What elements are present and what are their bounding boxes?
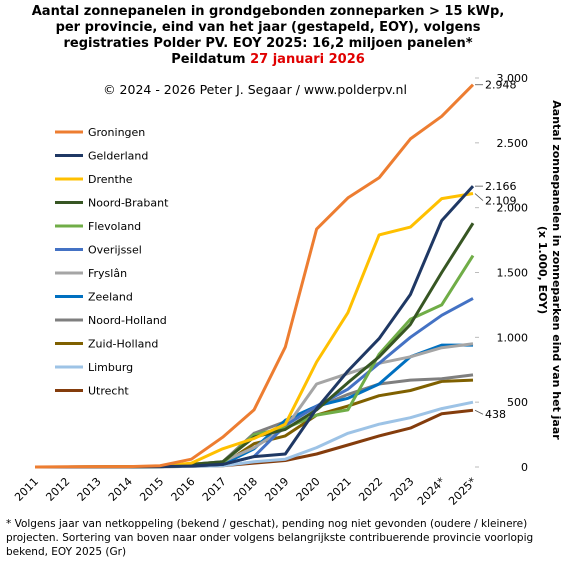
label-leader bbox=[474, 409, 484, 415]
legend-label: Limburg bbox=[88, 361, 133, 374]
x-tick-label: 2020 bbox=[294, 475, 323, 504]
legend-label: Noord-Holland bbox=[88, 314, 167, 327]
title-line: Aantal zonnepanelen in grondgebonden zon… bbox=[32, 4, 505, 19]
y-axis-label: Aantal zonnepanelen in zonneparken eind … bbox=[536, 100, 563, 440]
x-tick-label: 2022 bbox=[356, 475, 385, 504]
legend-label: Gelderland bbox=[88, 150, 148, 163]
x-tick-label: 2024* bbox=[415, 475, 448, 508]
x-tick-label: 2017 bbox=[200, 475, 229, 504]
legend-label: Fryslân bbox=[88, 267, 127, 280]
date-line: Peildatum 27 januari 2026 bbox=[171, 52, 365, 67]
y-tick-label: 2.500 bbox=[497, 137, 529, 150]
y-tick-label: 2.000 bbox=[497, 202, 529, 215]
chart-title: Aantal zonnepanelen in grondgebonden zon… bbox=[32, 4, 505, 51]
x-tick-label: 2025* bbox=[446, 475, 479, 508]
legend-label: Noord-Brabant bbox=[88, 197, 169, 210]
x-tick-label: 2023 bbox=[388, 475, 417, 504]
x-tick-label: 2014 bbox=[106, 475, 135, 504]
footnote: bekend, EOY 2025 (Gr) bbox=[6, 546, 126, 558]
x-tick-label: 2021 bbox=[325, 475, 354, 504]
legend-label: Overijssel bbox=[88, 244, 142, 257]
x-tick-label: 2013 bbox=[75, 475, 104, 504]
legend-label: Groningen bbox=[88, 126, 145, 139]
value-label: 438 bbox=[485, 408, 506, 421]
y-tick-label: 1.500 bbox=[497, 267, 529, 280]
legend-label: Zuid-Holland bbox=[88, 338, 158, 351]
legend-label: Utrecht bbox=[88, 385, 129, 398]
value-label: 2.948 bbox=[485, 79, 517, 92]
y-axis-label-line: Aantal zonnepanelen in zonneparken eind … bbox=[550, 100, 563, 440]
series-line bbox=[34, 83, 475, 469]
title-line: registraties Polder PV. EOY 2025: 16,2 m… bbox=[63, 36, 472, 51]
series-line bbox=[35, 192, 474, 469]
title-line: per provincie, eind van het jaar (gestap… bbox=[56, 20, 481, 35]
label-leader bbox=[474, 193, 484, 201]
footnote: projecten. Sortering van boven naar onde… bbox=[6, 532, 533, 544]
x-tick-label: 2015 bbox=[137, 475, 166, 504]
y-tick-label: 500 bbox=[507, 396, 528, 409]
legend-label: Flevoland bbox=[88, 220, 141, 233]
x-tick-label: 2018 bbox=[231, 475, 260, 504]
y-tick-label: 0 bbox=[521, 461, 528, 474]
x-tick-label: 2016 bbox=[169, 475, 198, 504]
date: 27 januari 2026 bbox=[250, 52, 365, 67]
x-tick-label: 2019 bbox=[262, 475, 291, 504]
footnote: * Volgens jaar van netkoppeling (bekend … bbox=[6, 518, 527, 530]
legend-label: Zeeland bbox=[88, 291, 133, 304]
x-tick-label: 2011 bbox=[12, 475, 41, 504]
y-axis-label-line: (x 1.000, EOY) bbox=[536, 226, 549, 314]
y-tick-label: 3.000 bbox=[497, 72, 529, 85]
legend-label: Drenthe bbox=[88, 173, 133, 186]
value-label: 2.166 bbox=[485, 180, 517, 193]
x-tick-label: 2012 bbox=[43, 475, 72, 504]
value-label: 2.109 bbox=[485, 195, 517, 208]
y-tick-label: 1.000 bbox=[497, 331, 529, 344]
date-label: Peildatum bbox=[171, 52, 245, 67]
annotation: © 2024 - 2026 Peter J. Segaar / www.pold… bbox=[103, 82, 407, 97]
